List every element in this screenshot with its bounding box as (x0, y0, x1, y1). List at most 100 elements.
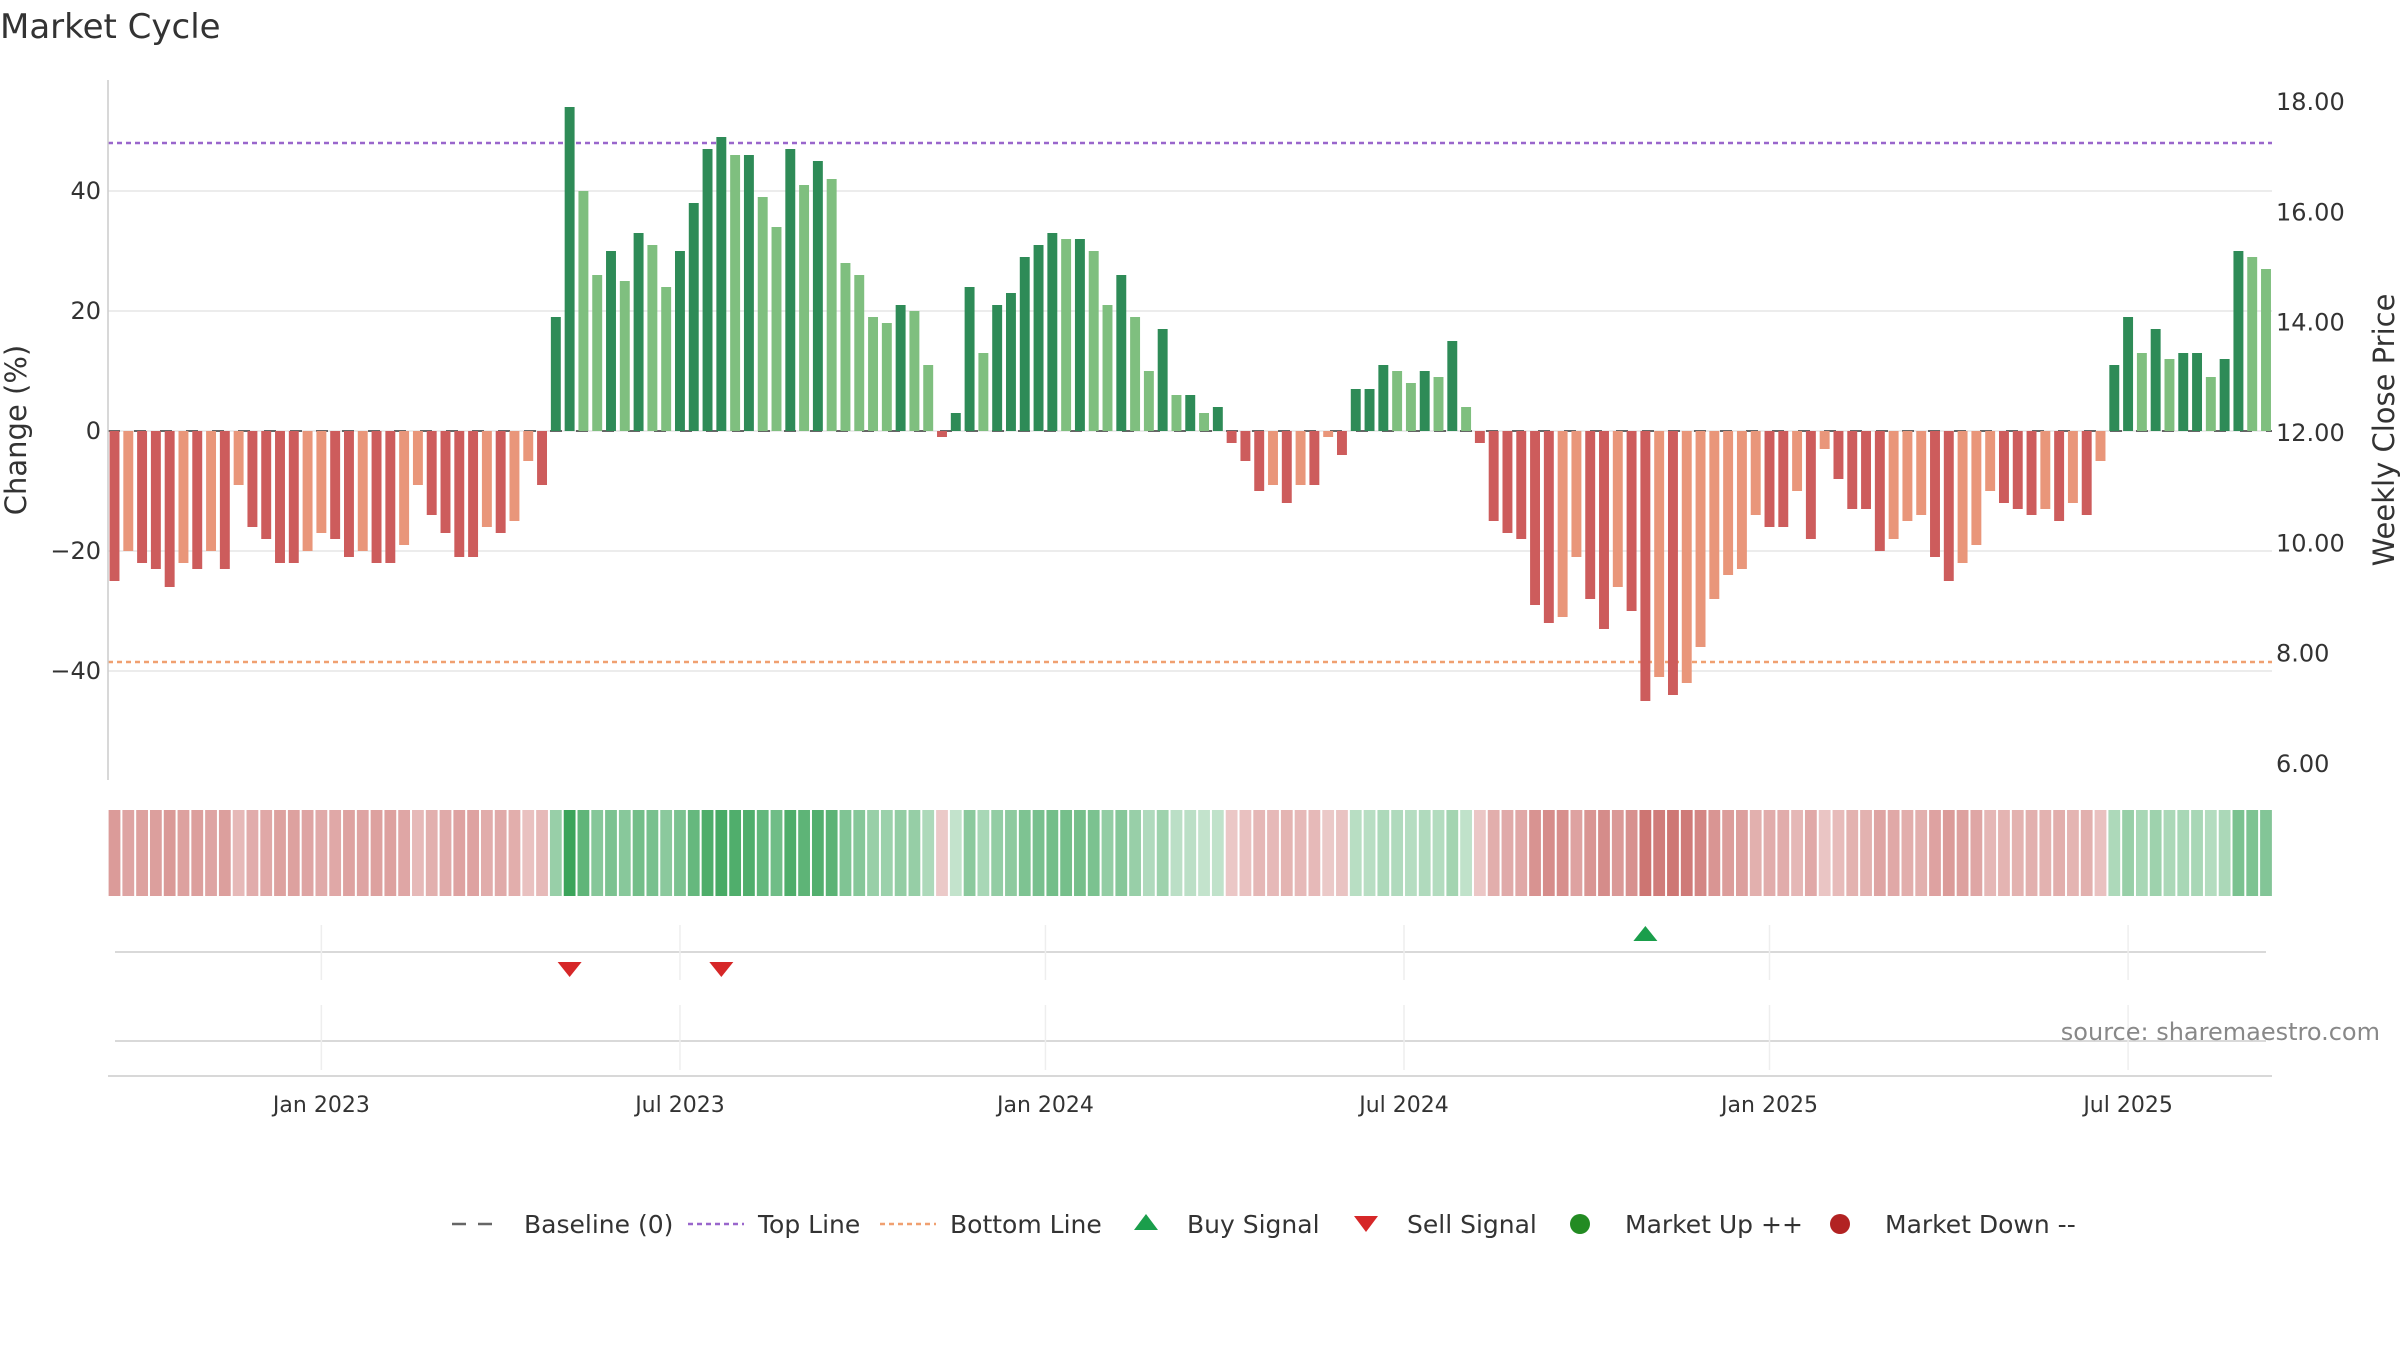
heat-cell (1184, 810, 1197, 896)
y-right-tick-label: 18.00 (2276, 88, 2345, 116)
heat-cell (246, 810, 259, 896)
bar (2261, 269, 2271, 431)
heat-cell (287, 810, 300, 896)
bar (164, 431, 175, 587)
legend-label: Sell Signal (1407, 1210, 1537, 1239)
legend-item: Bottom Line (880, 1210, 1102, 1239)
heat-cell (218, 810, 231, 896)
heat-cell (839, 810, 852, 896)
y-left-tick-label: 0 (86, 417, 101, 445)
bar (1819, 431, 1830, 449)
legend-market-down-symbol (1830, 1214, 1850, 1234)
heat-cell (977, 810, 990, 896)
heat-cell (1005, 810, 1017, 896)
bar (2247, 257, 2258, 431)
bar (1736, 431, 1747, 569)
heat-cell (2053, 810, 2066, 896)
heat-cell (1405, 810, 1417, 896)
heat-cell (232, 810, 245, 896)
heat-cell (1653, 810, 1666, 896)
bar (1130, 317, 1141, 431)
heat-cell (1804, 810, 1817, 896)
heat-strip (108, 810, 2272, 896)
heat-cell (922, 810, 935, 896)
heat-cell (1887, 810, 1900, 896)
bar (2123, 317, 2134, 431)
heat-cell (356, 810, 369, 896)
bar (854, 275, 865, 431)
heat-cell (1570, 810, 1583, 896)
bar (2178, 353, 2189, 431)
bar (1405, 383, 1416, 431)
heat-cell (577, 810, 590, 896)
bar (716, 137, 727, 431)
bar (330, 431, 341, 539)
bar (2012, 431, 2023, 509)
heat-cell (136, 810, 148, 896)
heat-cell (329, 810, 342, 896)
sell-signal-marker (709, 962, 734, 977)
legend-item: Market Up ++ (1570, 1210, 1803, 1239)
bar (468, 431, 479, 557)
heat-cell (177, 810, 190, 896)
bar (1930, 431, 1940, 557)
bar (371, 431, 382, 563)
bar (233, 431, 244, 485)
heat-cell (2080, 810, 2093, 896)
heat-cell (1598, 810, 1610, 896)
bar (523, 431, 534, 461)
bar (1957, 431, 1968, 563)
bar (1061, 239, 1072, 431)
bar (881, 323, 892, 431)
heat-cell (1280, 810, 1293, 896)
heat-cell (894, 810, 907, 896)
heat-cell (1818, 810, 1831, 896)
bar (454, 431, 465, 557)
bar (481, 431, 492, 527)
bar (826, 179, 837, 431)
heat-cell (163, 810, 176, 896)
bar (1516, 431, 1527, 539)
heat-cell (2025, 810, 2038, 896)
heat-cell (660, 810, 673, 896)
heat-cell (687, 810, 700, 896)
heat-cell (122, 810, 135, 896)
heat-cell (1667, 810, 1679, 896)
heat-cell (605, 810, 617, 896)
heat-cell (1680, 810, 1693, 896)
source-text: source: sharemaestro.com (2061, 1018, 2380, 1046)
bar (1047, 233, 1058, 431)
bar (1571, 431, 1582, 557)
heat-cell (1225, 810, 1238, 896)
bar (509, 431, 520, 521)
bar (316, 431, 327, 533)
heat-cell (2163, 810, 2176, 896)
bar (578, 191, 589, 431)
heat-cell (2067, 810, 2079, 896)
bar (1447, 341, 1458, 431)
heat-cell (549, 810, 562, 896)
bar (1226, 431, 1237, 443)
heat-cell (1998, 810, 2010, 896)
heat-cell (743, 810, 755, 896)
bar (1847, 431, 1858, 509)
heat-cell (508, 810, 521, 896)
heat-cell (301, 810, 314, 896)
bar (1378, 365, 1389, 431)
heat-cell (880, 810, 893, 896)
bar (840, 263, 851, 431)
x-tick-label: Jan 2024 (995, 1093, 1094, 1118)
heat-cell (1694, 810, 1707, 896)
heat-cell (563, 810, 576, 896)
y-axis-right-title: Weekly Close Price (2367, 294, 2400, 567)
heat-cell (798, 810, 810, 896)
bar (1640, 431, 1651, 701)
bar (757, 197, 768, 431)
legend: Baseline (0) Top Line Bottom Line Buy Signa… (452, 1210, 2076, 1239)
heat-cell (1901, 810, 1914, 896)
heat-cell (1087, 810, 1100, 896)
bar (2192, 353, 2203, 431)
heat-cell (2218, 810, 2231, 896)
bar (1102, 305, 1113, 431)
heat-cell (2122, 810, 2134, 896)
